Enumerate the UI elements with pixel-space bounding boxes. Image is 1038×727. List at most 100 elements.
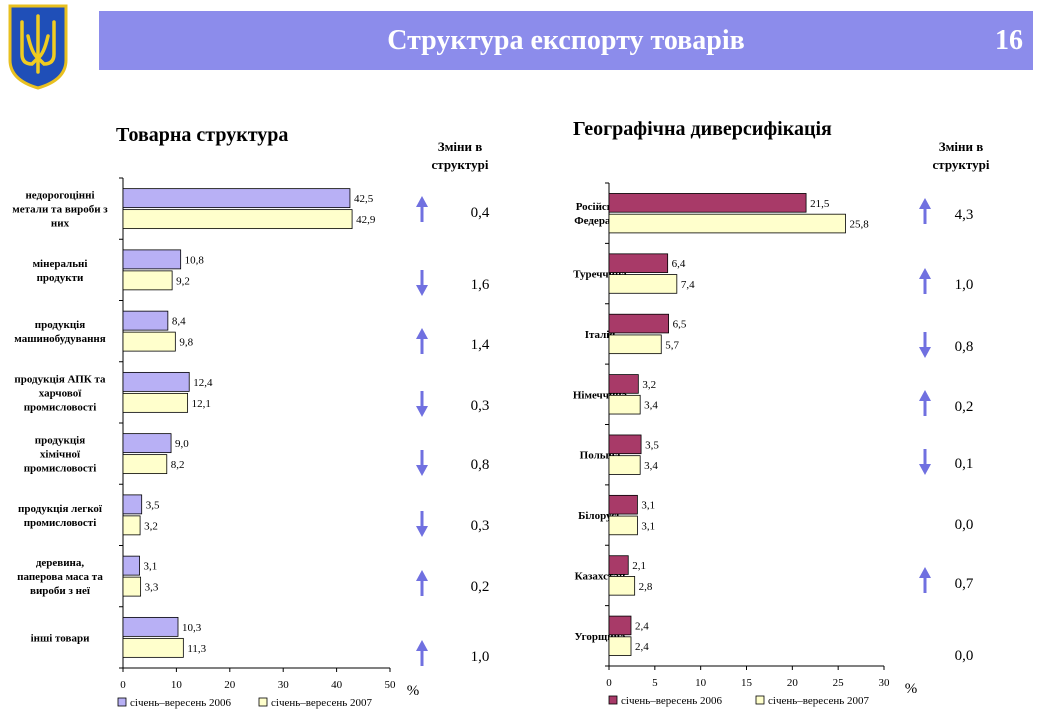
- left-x-tick-label: 30: [278, 679, 290, 691]
- left-bar-2007: [122, 637, 184, 658]
- right-data-label: 3,5: [645, 439, 659, 451]
- right-x-tick-label: 30: [879, 677, 891, 689]
- right-data-label: 3,2: [642, 379, 656, 391]
- left-bar-2006: [122, 433, 172, 454]
- left-bar-2006: [122, 371, 190, 392]
- left-x-tick-label: 0: [120, 679, 126, 691]
- left-x-tick-label: 10: [171, 679, 183, 691]
- right-legend-label: січень–вересень 2007: [768, 695, 869, 707]
- right-data-label: 2,1: [632, 560, 646, 572]
- arrow-down-icon: [416, 450, 428, 476]
- left-category-label: машинобудування: [14, 333, 105, 345]
- right-legend-swatch: [755, 695, 765, 705]
- left-category-label: деревина,: [36, 557, 85, 569]
- right-change-value: 0,0: [955, 517, 974, 533]
- coat-of-arms-icon: [8, 4, 68, 90]
- arrow-up-icon: [919, 198, 931, 224]
- right-change-value: 0,2: [955, 399, 974, 415]
- right-change-value: 0,8: [955, 339, 974, 355]
- left-data-label: 42,5: [354, 193, 374, 205]
- left-category-label: продукція: [35, 319, 85, 331]
- right-change-value: 0,1: [955, 456, 974, 472]
- right-data-label: 7,4: [681, 279, 695, 291]
- left-data-label: 3,3: [145, 582, 159, 594]
- right-bar-2007: [608, 576, 636, 596]
- left-category-label: промисловості: [24, 463, 97, 475]
- right-bar-2006: [608, 374, 639, 394]
- right-bar-2006: [608, 555, 629, 575]
- right-data-label: 2,4: [635, 641, 649, 653]
- right-data-label: 2,8: [639, 581, 653, 593]
- left-legend-label: січень–вересень 2006: [130, 697, 231, 709]
- right-bar-2006: [608, 615, 632, 636]
- arrow-up-icon: [919, 268, 931, 294]
- left-change-value: 0,4: [471, 205, 490, 221]
- left-data-label: 9,0: [175, 438, 189, 450]
- left-data-label: 11,3: [187, 643, 206, 655]
- left-change-value: 0,2: [471, 579, 490, 595]
- left-data-label: 12,4: [193, 377, 213, 389]
- right-bar-2007: [608, 213, 846, 234]
- right-change-value: 1,0: [955, 277, 974, 293]
- right-data-label: 6,4: [672, 258, 686, 270]
- right-data-label: 3,1: [641, 500, 655, 512]
- left-bar-2007: [122, 331, 176, 352]
- left-category-label: хімічної: [40, 449, 81, 461]
- left-change-value: 1,0: [471, 649, 490, 665]
- right-x-axis-label: %: [905, 681, 918, 697]
- arrow-down-icon: [416, 391, 428, 417]
- right-legend-label: січень–вересень 2006: [621, 695, 722, 707]
- right-category-label: Італія: [585, 329, 616, 341]
- left-data-label: 9,2: [176, 275, 190, 287]
- left-bar-2006: [122, 188, 351, 209]
- right-data-label: 5,7: [665, 339, 679, 351]
- left-category-label: них: [51, 218, 70, 230]
- left-category-label: продукція легкої: [18, 503, 103, 515]
- page-title: Структура експорту товарів: [387, 25, 745, 56]
- right-bar-2006: [608, 494, 638, 515]
- left-bar-2007: [122, 392, 189, 413]
- right-x-tick-label: 15: [741, 677, 753, 689]
- right-legend-swatch: [608, 695, 618, 705]
- right-bar-2006: [608, 434, 642, 455]
- arrow-up-icon: [416, 196, 428, 222]
- right-change-value: 4,3: [955, 207, 974, 223]
- left-bar-2006: [122, 310, 169, 331]
- left-bar-2007: [122, 576, 142, 597]
- left-change-value: 0,8: [471, 457, 490, 473]
- left-bar-2006: [122, 494, 143, 515]
- left-data-label: 12,1: [192, 398, 211, 410]
- arrow-down-icon: [919, 332, 931, 358]
- left-x-tick-label: 50: [385, 679, 397, 691]
- right-data-label: 25,8: [850, 219, 870, 231]
- left-x-axis-label: %: [407, 683, 420, 699]
- arrow-up-icon: [416, 328, 428, 354]
- right-x-tick-label: 5: [652, 677, 658, 689]
- right-bar-2006: [608, 313, 669, 334]
- left-change-value: 0,3: [471, 518, 490, 534]
- left-category-label: промисловості: [24, 401, 97, 413]
- right-change-value: 0,0: [955, 648, 974, 664]
- arrow-up-icon: [919, 390, 931, 416]
- right-bar-2007: [608, 636, 632, 656]
- right-x-tick-label: 20: [787, 677, 799, 689]
- left-category-label: промисловості: [24, 517, 97, 529]
- left-legend-swatch: [117, 697, 127, 707]
- left-data-label: 3,5: [146, 499, 160, 511]
- arrow-up-icon: [416, 570, 428, 596]
- right-bar-2007: [608, 515, 638, 536]
- right-chart-title: Географічна диверсифікація: [573, 118, 832, 140]
- left-data-label: 10,8: [185, 254, 205, 266]
- right-bar-2006: [608, 253, 669, 273]
- left-bar-2006: [122, 616, 179, 637]
- right-bar-2006: [608, 193, 807, 213]
- arrow-down-icon: [919, 449, 931, 475]
- left-changes-header: Зміни в структурі: [431, 139, 489, 172]
- left-data-label: 8,4: [172, 316, 186, 328]
- left-data-label: 3,2: [144, 520, 158, 532]
- right-x-tick-label: 0: [606, 677, 612, 689]
- right-data-label: 21,5: [810, 198, 830, 210]
- right-data-label: 2,4: [635, 620, 649, 632]
- left-x-tick-label: 40: [331, 679, 343, 691]
